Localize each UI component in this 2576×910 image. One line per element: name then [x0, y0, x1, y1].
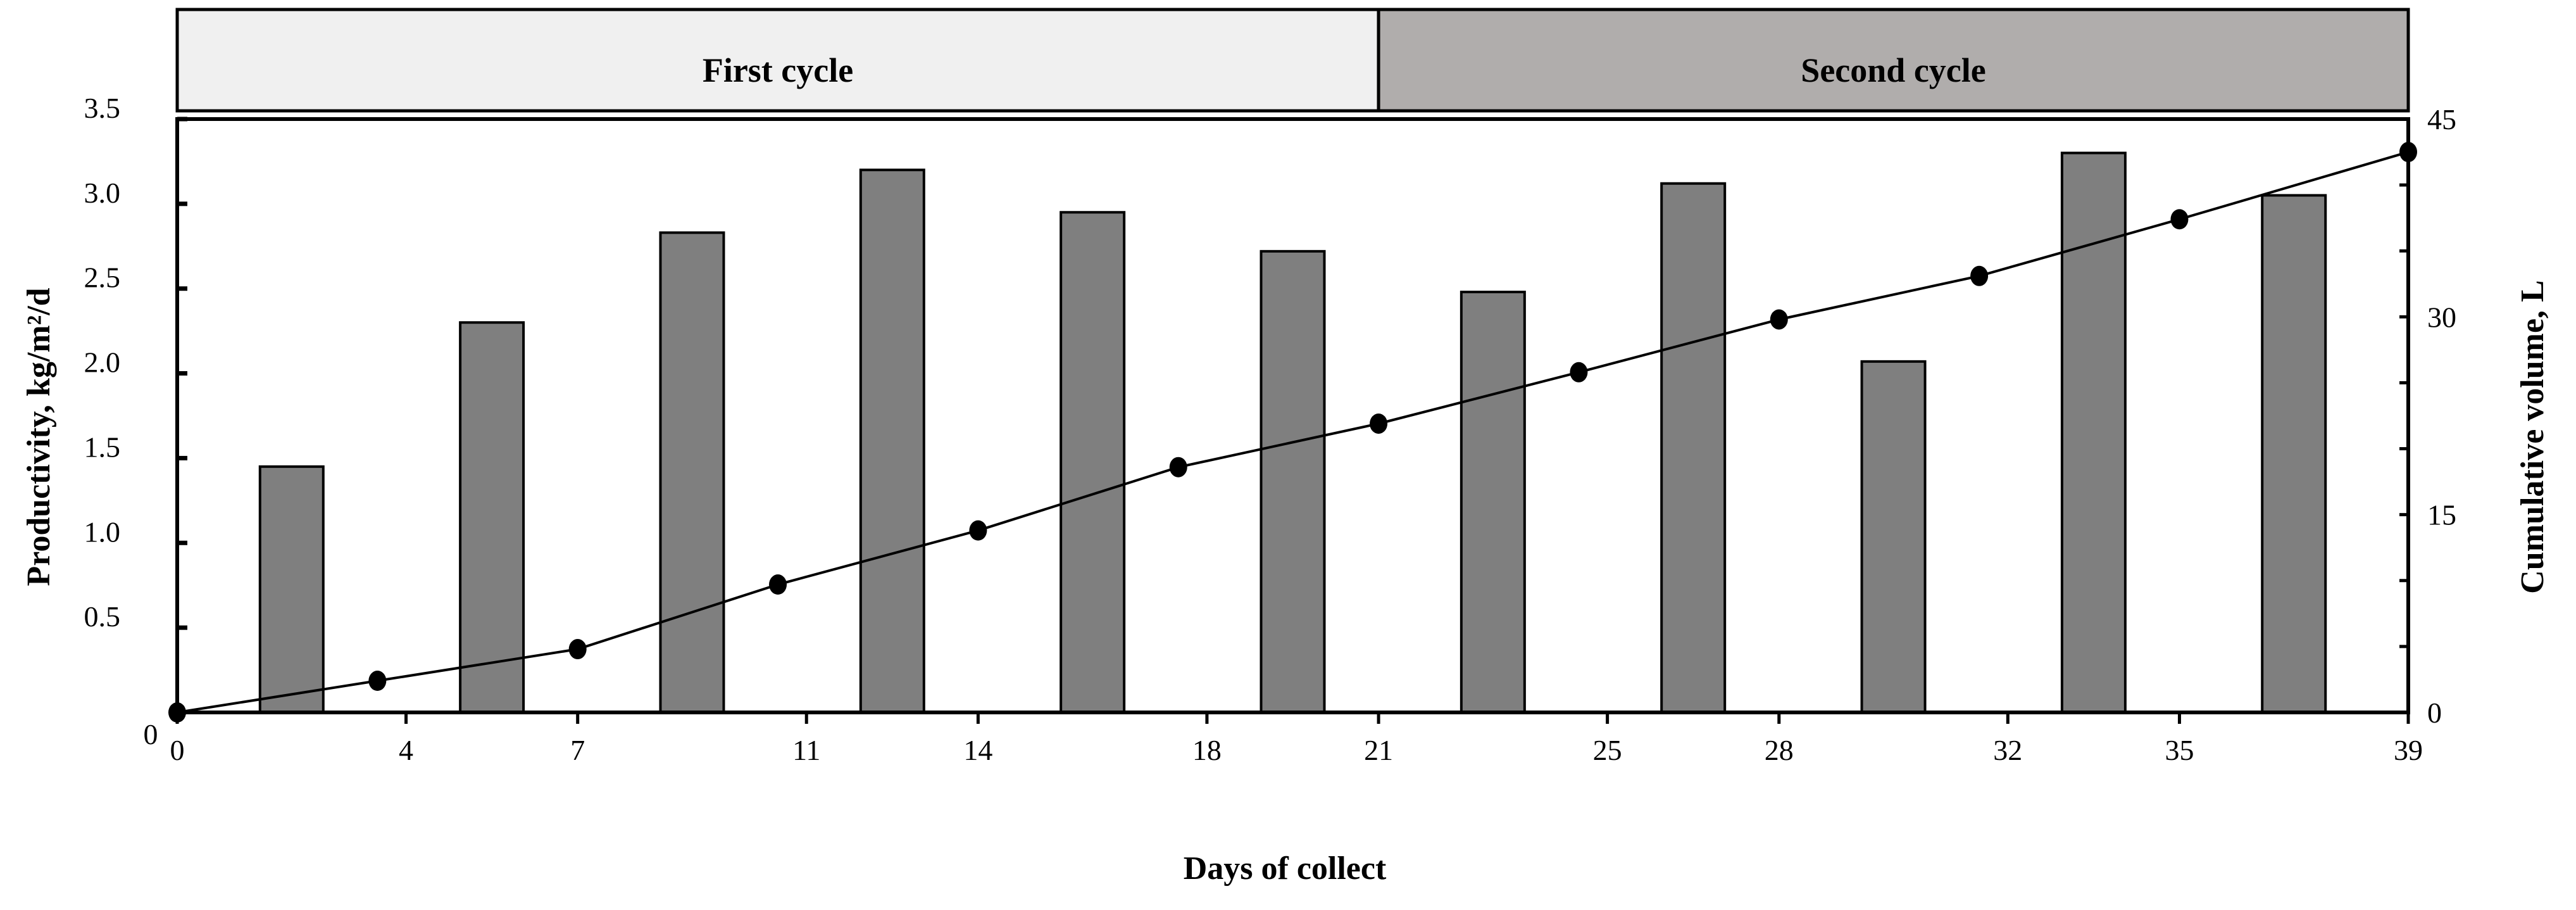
y-right-tick-label: 45	[2427, 103, 2456, 136]
series-line	[177, 151, 2409, 714]
line-point	[1370, 413, 1388, 434]
y-left-zero-label: 0	[144, 718, 158, 750]
bar	[459, 321, 525, 714]
bar	[859, 168, 925, 714]
x-tick-label: 11	[792, 734, 820, 766]
plot-frame	[175, 117, 2410, 714]
bar	[1660, 182, 1727, 714]
x-tick-label: 18	[1192, 734, 1222, 766]
y-left-tick-label: 0.5	[84, 600, 121, 633]
line-point	[1169, 457, 1187, 477]
y-right-tick-label: 30	[2427, 301, 2456, 333]
y-left-tick-label: 1.5	[84, 431, 121, 463]
line-point	[2170, 209, 2189, 230]
x-tick-label: 28	[1765, 734, 1794, 766]
x-tick-label: 39	[2394, 734, 2423, 766]
y-left-tick-label: 3.0	[84, 177, 121, 209]
x-axis-title: Days of collect	[1184, 850, 1387, 887]
line-point	[368, 671, 387, 692]
line-point	[568, 639, 587, 660]
x-tick-label: 7	[570, 734, 585, 766]
y-right-tick-label: 0	[2427, 697, 2442, 729]
line-point	[1970, 265, 1989, 286]
x-tick-label: 21	[1364, 734, 1393, 766]
y-left-tick-label: 2.5	[84, 262, 121, 294]
bar	[1260, 250, 1326, 714]
line-series	[168, 142, 2417, 723]
line-point	[1570, 362, 1588, 382]
x-tick-label: 4	[399, 734, 413, 766]
bar	[1060, 211, 1126, 714]
banner-segment	[175, 8, 1380, 113]
x-tick-label: 0	[170, 734, 185, 766]
line-point	[769, 574, 787, 595]
y-right-tick-label: 15	[2427, 499, 2456, 531]
bar	[2261, 194, 2327, 714]
x-tick-label: 14	[963, 734, 992, 766]
cycle-banner: First cycle Second cycle	[175, 8, 2410, 113]
bar	[258, 465, 325, 714]
bar	[659, 231, 725, 714]
y-left-tick-label: 3.5	[84, 92, 121, 124]
line-point	[1770, 309, 1788, 330]
y-axis-left-title: Productivity, kg/m²/d	[21, 288, 57, 586]
x-tick-label: 25	[1593, 734, 1622, 766]
y-axis-right-title: Cumulative volume, L	[2515, 280, 2551, 593]
line-point	[969, 520, 987, 541]
x-tick-label: 35	[2165, 734, 2194, 766]
x-tick-label: 32	[1993, 734, 2022, 766]
bar	[1460, 291, 1526, 714]
axes: 0 4 7 11 14 18 21 25 28 32 35 39 0.5 1.0 1.5 2.0 2.5 3.0 3…	[84, 92, 2457, 766]
bar	[1860, 360, 1927, 714]
banner-label: First cycle	[703, 51, 853, 89]
y-left-tick-label: 1.0	[84, 515, 121, 548]
bar-series	[258, 151, 2327, 714]
banner-label: Second cycle	[1801, 51, 1985, 89]
banner-segment	[1377, 8, 2410, 113]
y-left-tick-label: 2.0	[84, 346, 121, 379]
